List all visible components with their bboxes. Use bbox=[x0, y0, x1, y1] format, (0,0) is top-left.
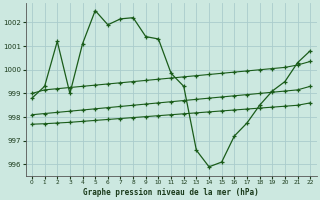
X-axis label: Graphe pression niveau de la mer (hPa): Graphe pression niveau de la mer (hPa) bbox=[83, 188, 259, 197]
